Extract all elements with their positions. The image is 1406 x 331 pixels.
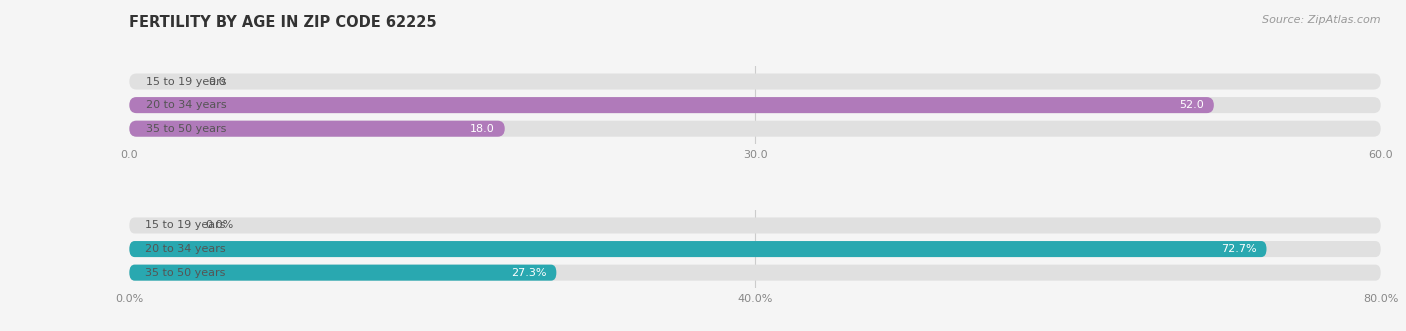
FancyBboxPatch shape: [129, 241, 1381, 257]
FancyBboxPatch shape: [129, 73, 1381, 90]
FancyBboxPatch shape: [129, 264, 557, 281]
FancyBboxPatch shape: [129, 97, 1213, 113]
Text: 15 to 19 years: 15 to 19 years: [146, 76, 226, 86]
FancyBboxPatch shape: [129, 264, 1381, 281]
FancyBboxPatch shape: [129, 217, 1381, 233]
Text: 52.0: 52.0: [1180, 100, 1204, 110]
FancyBboxPatch shape: [129, 97, 1381, 113]
Text: 20 to 34 years: 20 to 34 years: [146, 100, 228, 110]
Text: 18.0: 18.0: [470, 124, 495, 134]
Text: 0.0: 0.0: [208, 76, 226, 86]
Text: 0.0%: 0.0%: [205, 220, 233, 230]
FancyBboxPatch shape: [129, 241, 1267, 257]
FancyBboxPatch shape: [129, 121, 505, 137]
FancyBboxPatch shape: [129, 121, 1381, 137]
Text: 20 to 34 years: 20 to 34 years: [145, 244, 225, 254]
Text: 15 to 19 years: 15 to 19 years: [145, 220, 225, 230]
Text: 35 to 50 years: 35 to 50 years: [145, 268, 225, 278]
Text: 35 to 50 years: 35 to 50 years: [146, 124, 226, 134]
Text: 27.3%: 27.3%: [510, 268, 547, 278]
Text: 72.7%: 72.7%: [1220, 244, 1257, 254]
Text: FERTILITY BY AGE IN ZIP CODE 62225: FERTILITY BY AGE IN ZIP CODE 62225: [129, 15, 437, 30]
Text: Source: ZipAtlas.com: Source: ZipAtlas.com: [1263, 15, 1381, 25]
